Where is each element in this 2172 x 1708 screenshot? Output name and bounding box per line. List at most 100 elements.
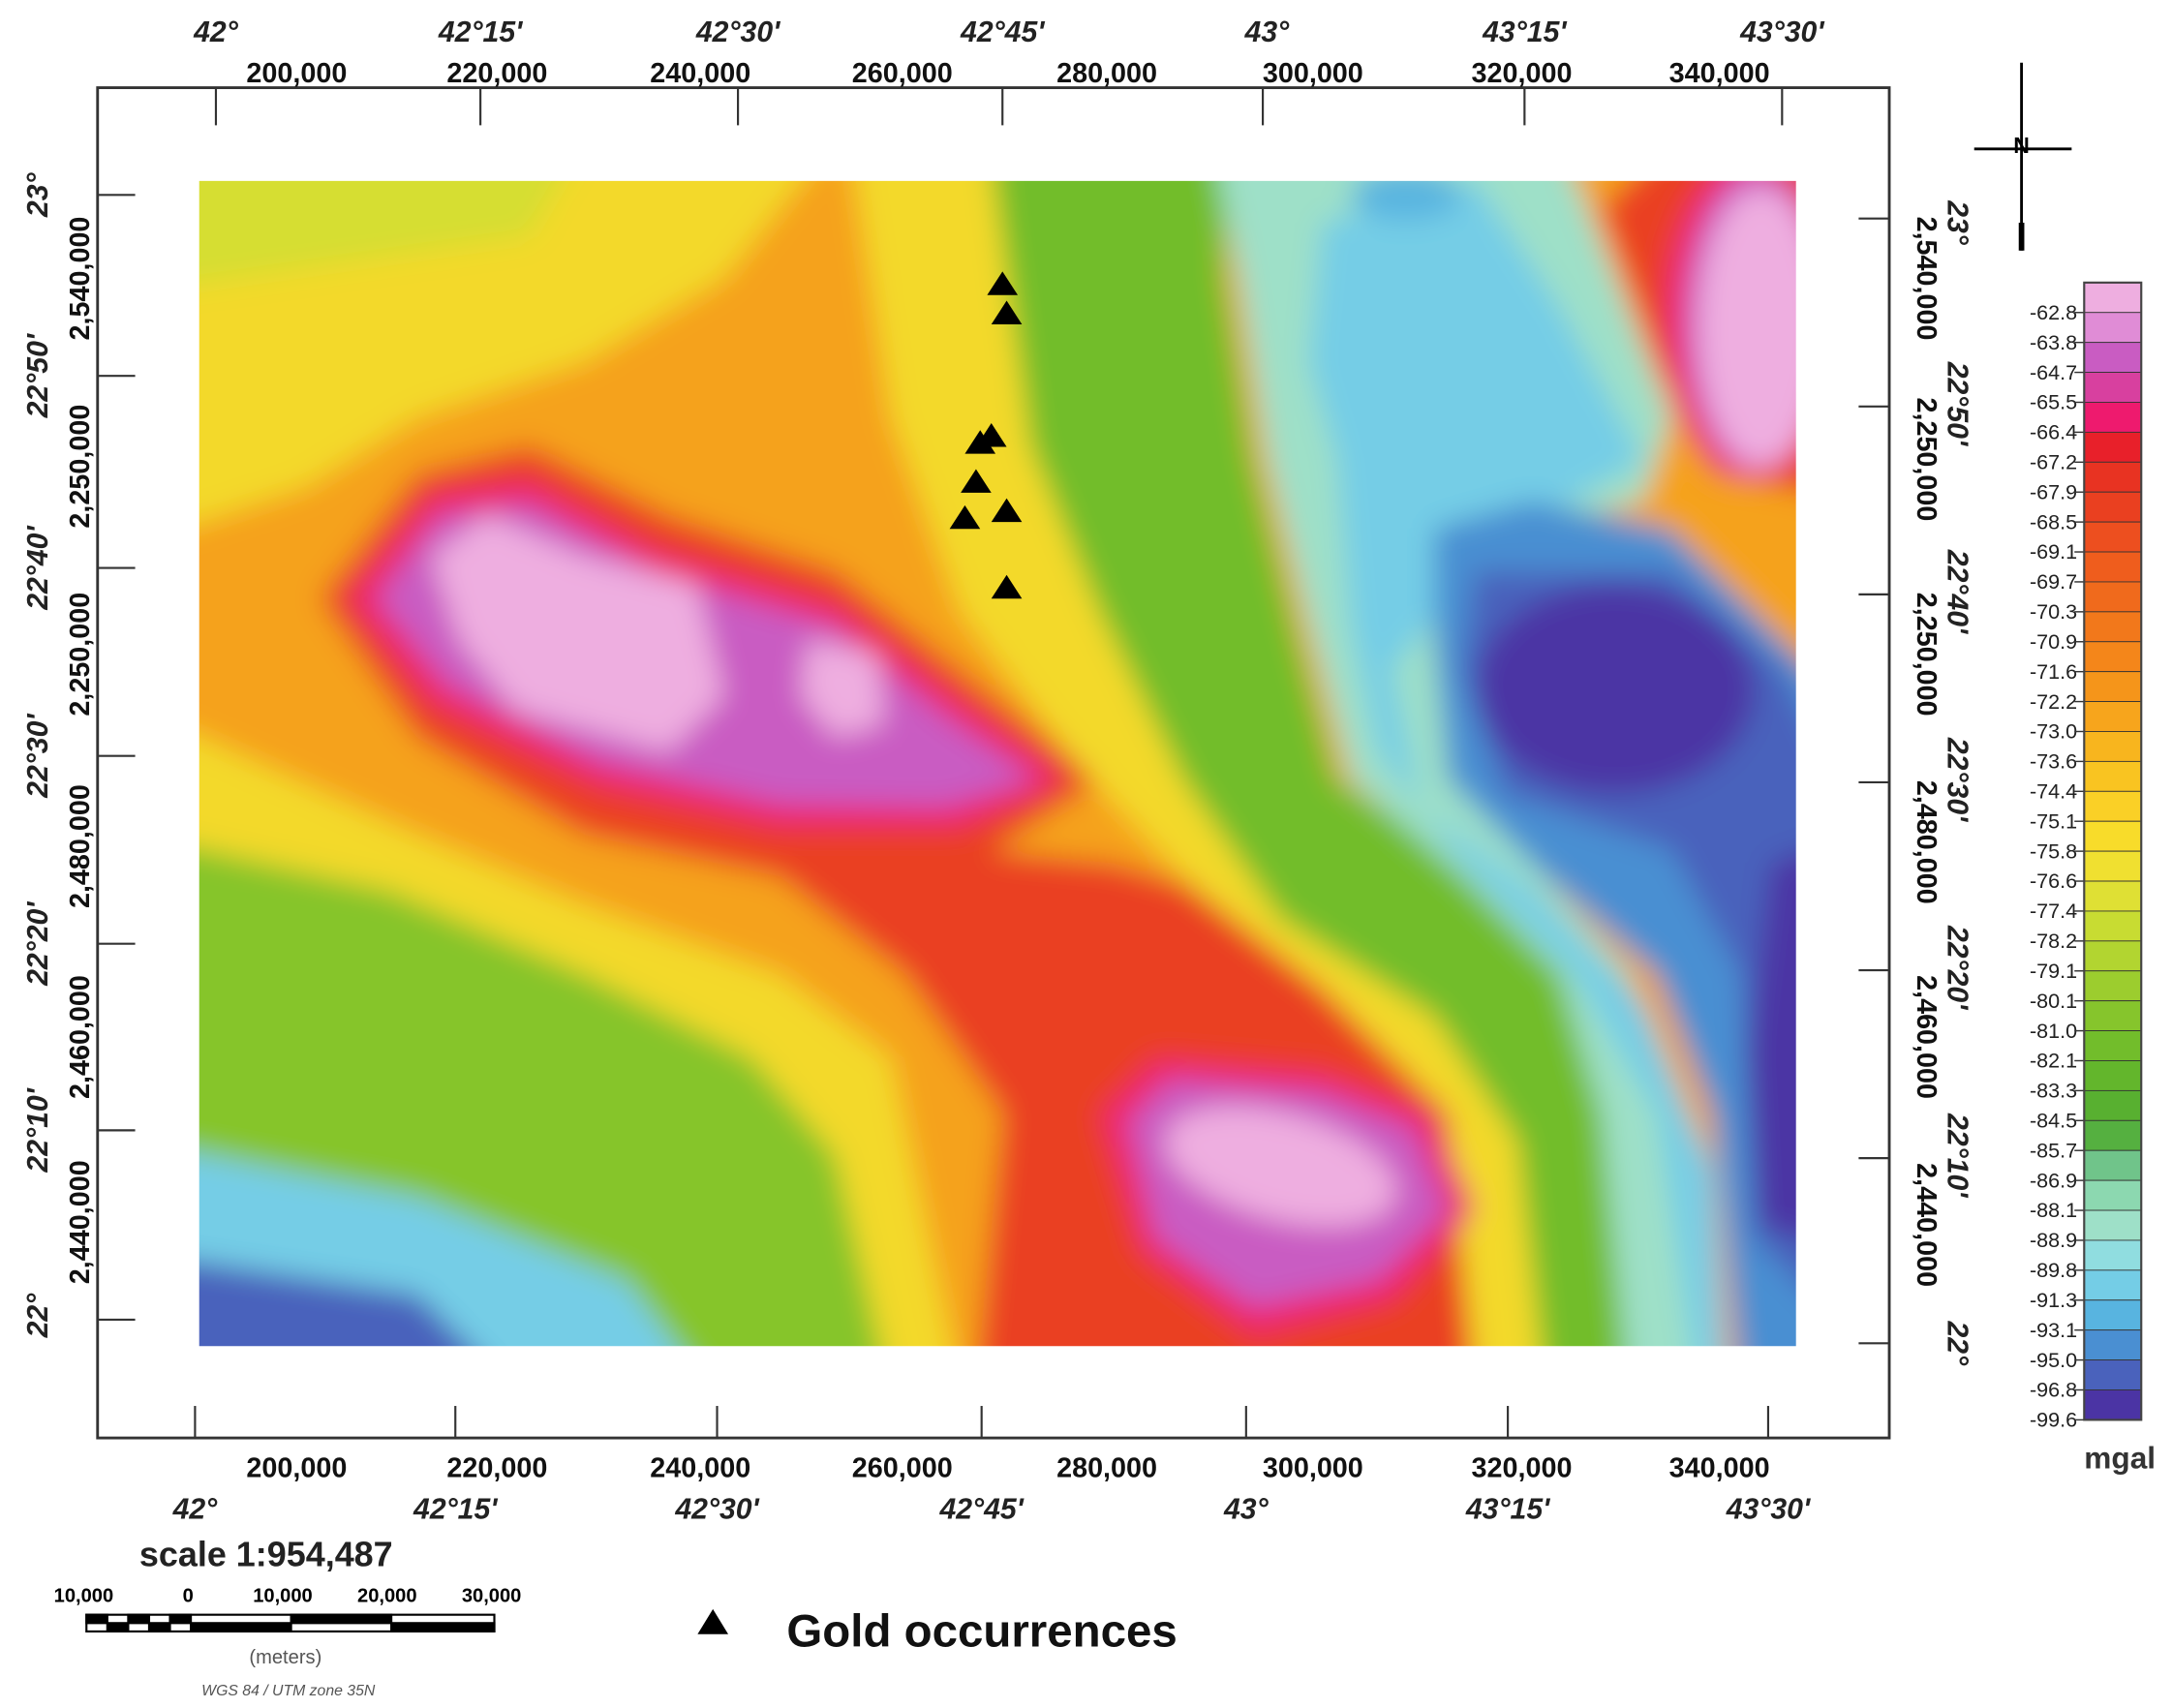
coordinate-label: 42° [193, 16, 239, 48]
colorbar-swatch [2083, 282, 2142, 314]
colorbar-label: -88.9 [2030, 1228, 2077, 1252]
coordinate-label: 42° [172, 1493, 219, 1525]
colorbar-swatch [2083, 491, 2142, 523]
colorbar-swatch [2083, 1239, 2142, 1271]
colorbar-swatch [2083, 431, 2142, 463]
coordinate-label: 2,440,000 [1911, 1163, 1942, 1287]
colorbar-swatch [2083, 940, 2142, 972]
north-label: N [2013, 133, 2030, 158]
gold-marker [949, 504, 981, 530]
colorbar-label: -66.4 [2030, 420, 2077, 444]
coordinate-label: 200,000 [246, 1452, 347, 1483]
gravity-anomaly-map [199, 180, 1796, 1347]
coordinate-label: 43°15' [1465, 1493, 1550, 1525]
coordinate-label: 200,000 [246, 58, 347, 89]
colorbar-swatch [2083, 641, 2142, 673]
colorbar-label: -75.8 [2030, 839, 2077, 863]
coordinate-label: 320,000 [1472, 1452, 1573, 1483]
colorbar-label: -72.2 [2030, 689, 2077, 714]
colorbar-label: -73.6 [2030, 749, 2077, 774]
scale-title: scale 1:954,487 [139, 1534, 393, 1573]
coordinate-label: 22°20' [22, 901, 54, 987]
coordinate-label: 23° [22, 172, 54, 219]
colorbar-label: -67.9 [2030, 479, 2077, 503]
coordinate-label: 43°30' [1726, 1493, 1811, 1525]
coordinate-label: 42°45' [938, 1493, 1024, 1525]
colorbar-label: -85.7 [2030, 1138, 2077, 1162]
coordinate-label: 22° [1941, 1321, 1973, 1367]
colorbar-swatch [2083, 1060, 2142, 1091]
colorbar-label: -93.1 [2030, 1318, 2077, 1342]
scale-unit: (meters) [249, 1647, 321, 1668]
colorbar-swatch [2083, 1209, 2142, 1241]
scale-bar [85, 1613, 496, 1633]
legend-marker [697, 1608, 729, 1634]
coordinate-label: 220,000 [446, 1452, 547, 1483]
legend-label: Gold occurrences [786, 1606, 1177, 1658]
coordinate-label: 260,000 [852, 1452, 953, 1483]
coordinate-label: 2,480,000 [65, 784, 96, 908]
colorbar-swatch [2083, 1329, 2142, 1361]
colorbar-label: -96.8 [2030, 1378, 2077, 1402]
coordinate-label: 22°50' [22, 333, 54, 418]
coordinate-label: 2,540,000 [65, 217, 96, 341]
colorbar-label: -67.2 [2030, 449, 2077, 473]
colorbar-label: -63.8 [2030, 330, 2077, 354]
colorbar-label: -70.3 [2030, 599, 2077, 624]
coordinate-label: 43°15' [1482, 16, 1567, 48]
colorbar-label: -83.3 [2030, 1079, 2077, 1103]
coordinate-label: 240,000 [650, 58, 750, 89]
coordinate-label: 220,000 [446, 58, 547, 89]
colorbar-unit: mgal [2084, 1441, 2156, 1476]
colorbar-label: -79.1 [2030, 959, 2077, 983]
projection: WGS 84 / UTM zone 35N [201, 1683, 376, 1699]
colorbar-label: -75.1 [2030, 808, 2077, 833]
colorbar-swatch [2083, 1389, 2142, 1420]
colorbar-label: -68.5 [2030, 509, 2077, 534]
scale-tick-label: 10,000 [253, 1586, 313, 1607]
coordinate-label: 340,000 [1669, 58, 1770, 89]
colorbar-swatch [2083, 312, 2142, 344]
coordinate-label: 280,000 [1056, 1452, 1157, 1483]
coordinate-label: 2,250,000 [65, 405, 96, 529]
colorbar-swatch [2083, 820, 2142, 852]
coordinate-label: 43°30' [1739, 16, 1824, 48]
colorbar-swatch [2083, 880, 2142, 912]
coordinate-label: 22°30' [1941, 737, 1973, 822]
scale-tick-label: 0 [183, 1586, 194, 1607]
coordinate-label: 300,000 [1263, 1452, 1363, 1483]
coordinate-label: 22°40' [22, 526, 54, 611]
colorbar-swatch [2083, 611, 2142, 643]
coordinate-label: 22°30' [22, 714, 54, 799]
gold-marker [991, 498, 1023, 523]
colorbar-label: -65.5 [2030, 390, 2077, 414]
colorbar-label: -78.2 [2030, 929, 2077, 953]
colorbar-swatch [2083, 970, 2142, 1002]
coordinate-label: 2,440,000 [65, 1160, 96, 1284]
colorbar-swatch [2083, 1089, 2142, 1121]
colorbar-swatch [2083, 731, 2142, 762]
coordinate-label: 23° [1941, 199, 1973, 246]
coordinate-label: 42°45' [960, 16, 1045, 48]
colorbar-swatch [2083, 760, 2142, 792]
colorbar-label: -89.8 [2030, 1258, 2077, 1282]
colorbar-label: -91.3 [2030, 1288, 2077, 1312]
colorbar-label: -95.0 [2030, 1348, 2077, 1372]
colorbar-label: -80.1 [2030, 989, 2077, 1013]
coordinate-label: 42°30' [695, 16, 780, 48]
colorbar-swatch [2083, 372, 2142, 403]
colorbar-label: -73.0 [2030, 719, 2077, 744]
gold-marker [987, 271, 1019, 295]
colorbar-swatch [2083, 1030, 2142, 1061]
coordinate-label: 22°40' [1941, 549, 1973, 634]
colorbar-swatch [2083, 910, 2142, 942]
coordinate-label: 2,480,000 [1911, 780, 1942, 904]
colorbar-swatch [2083, 551, 2142, 583]
colorbar-swatch [2083, 581, 2142, 613]
colorbar-label: -77.4 [2030, 899, 2077, 923]
scale-tick-label: 30,000 [462, 1586, 522, 1607]
colorbar-swatch [2083, 342, 2142, 374]
colorbar-label: -84.5 [2030, 1108, 2077, 1132]
colorbar-label: -62.8 [2030, 300, 2077, 324]
